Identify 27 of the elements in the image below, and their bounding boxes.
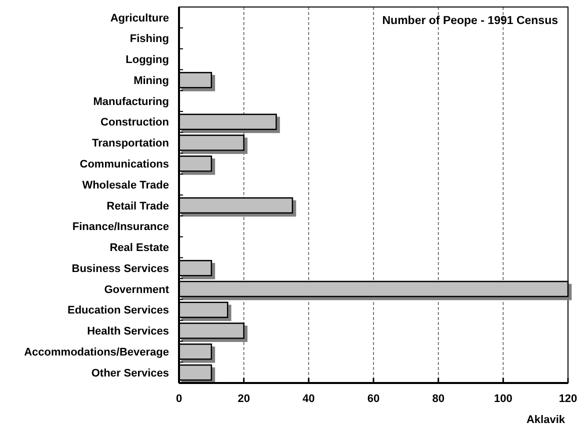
y-tick-label: Fishing: [130, 33, 169, 46]
y-tick-label: Government: [104, 284, 170, 296]
x-tick-label: 40: [302, 393, 315, 405]
y-tick-label: Retail Trade: [106, 200, 169, 212]
y-tick-label: Accommodations/Beverage: [24, 346, 169, 359]
y-tick-label: Construction: [100, 116, 170, 129]
x-tick-label: 0: [176, 393, 182, 405]
y-tick-label: Manufacturing: [93, 96, 169, 108]
y-tick-label: Business Services: [72, 262, 169, 275]
y-tick-label: Education Services: [68, 304, 169, 317]
x-tick-label: 80: [432, 393, 444, 405]
text: Number of Peope - 1991 Census: [382, 15, 558, 27]
y-tick-label: Transportation: [92, 138, 170, 150]
y-tick-label: Health Services: [87, 326, 169, 338]
x-tick-label: 20: [238, 393, 250, 405]
x-axis-title: Aklavik: [526, 414, 566, 426]
x-tick-label: 100: [494, 393, 512, 405]
y-tick-label: Wholesale Trade: [82, 179, 169, 192]
y-tick-label: Finance/Insurance: [72, 221, 169, 234]
y-tick-label: Real Estate: [110, 242, 169, 254]
y-tick-label: Other Services: [91, 367, 169, 380]
y-tick-label: Communications: [80, 158, 169, 171]
y-tick-label: Mining: [134, 74, 169, 87]
y-tick-label: Logging: [126, 54, 169, 66]
x-tick-label: 60: [367, 393, 380, 405]
x-tick-label: 120: [558, 393, 577, 405]
y-tick-label: Agriculture: [110, 12, 169, 24]
